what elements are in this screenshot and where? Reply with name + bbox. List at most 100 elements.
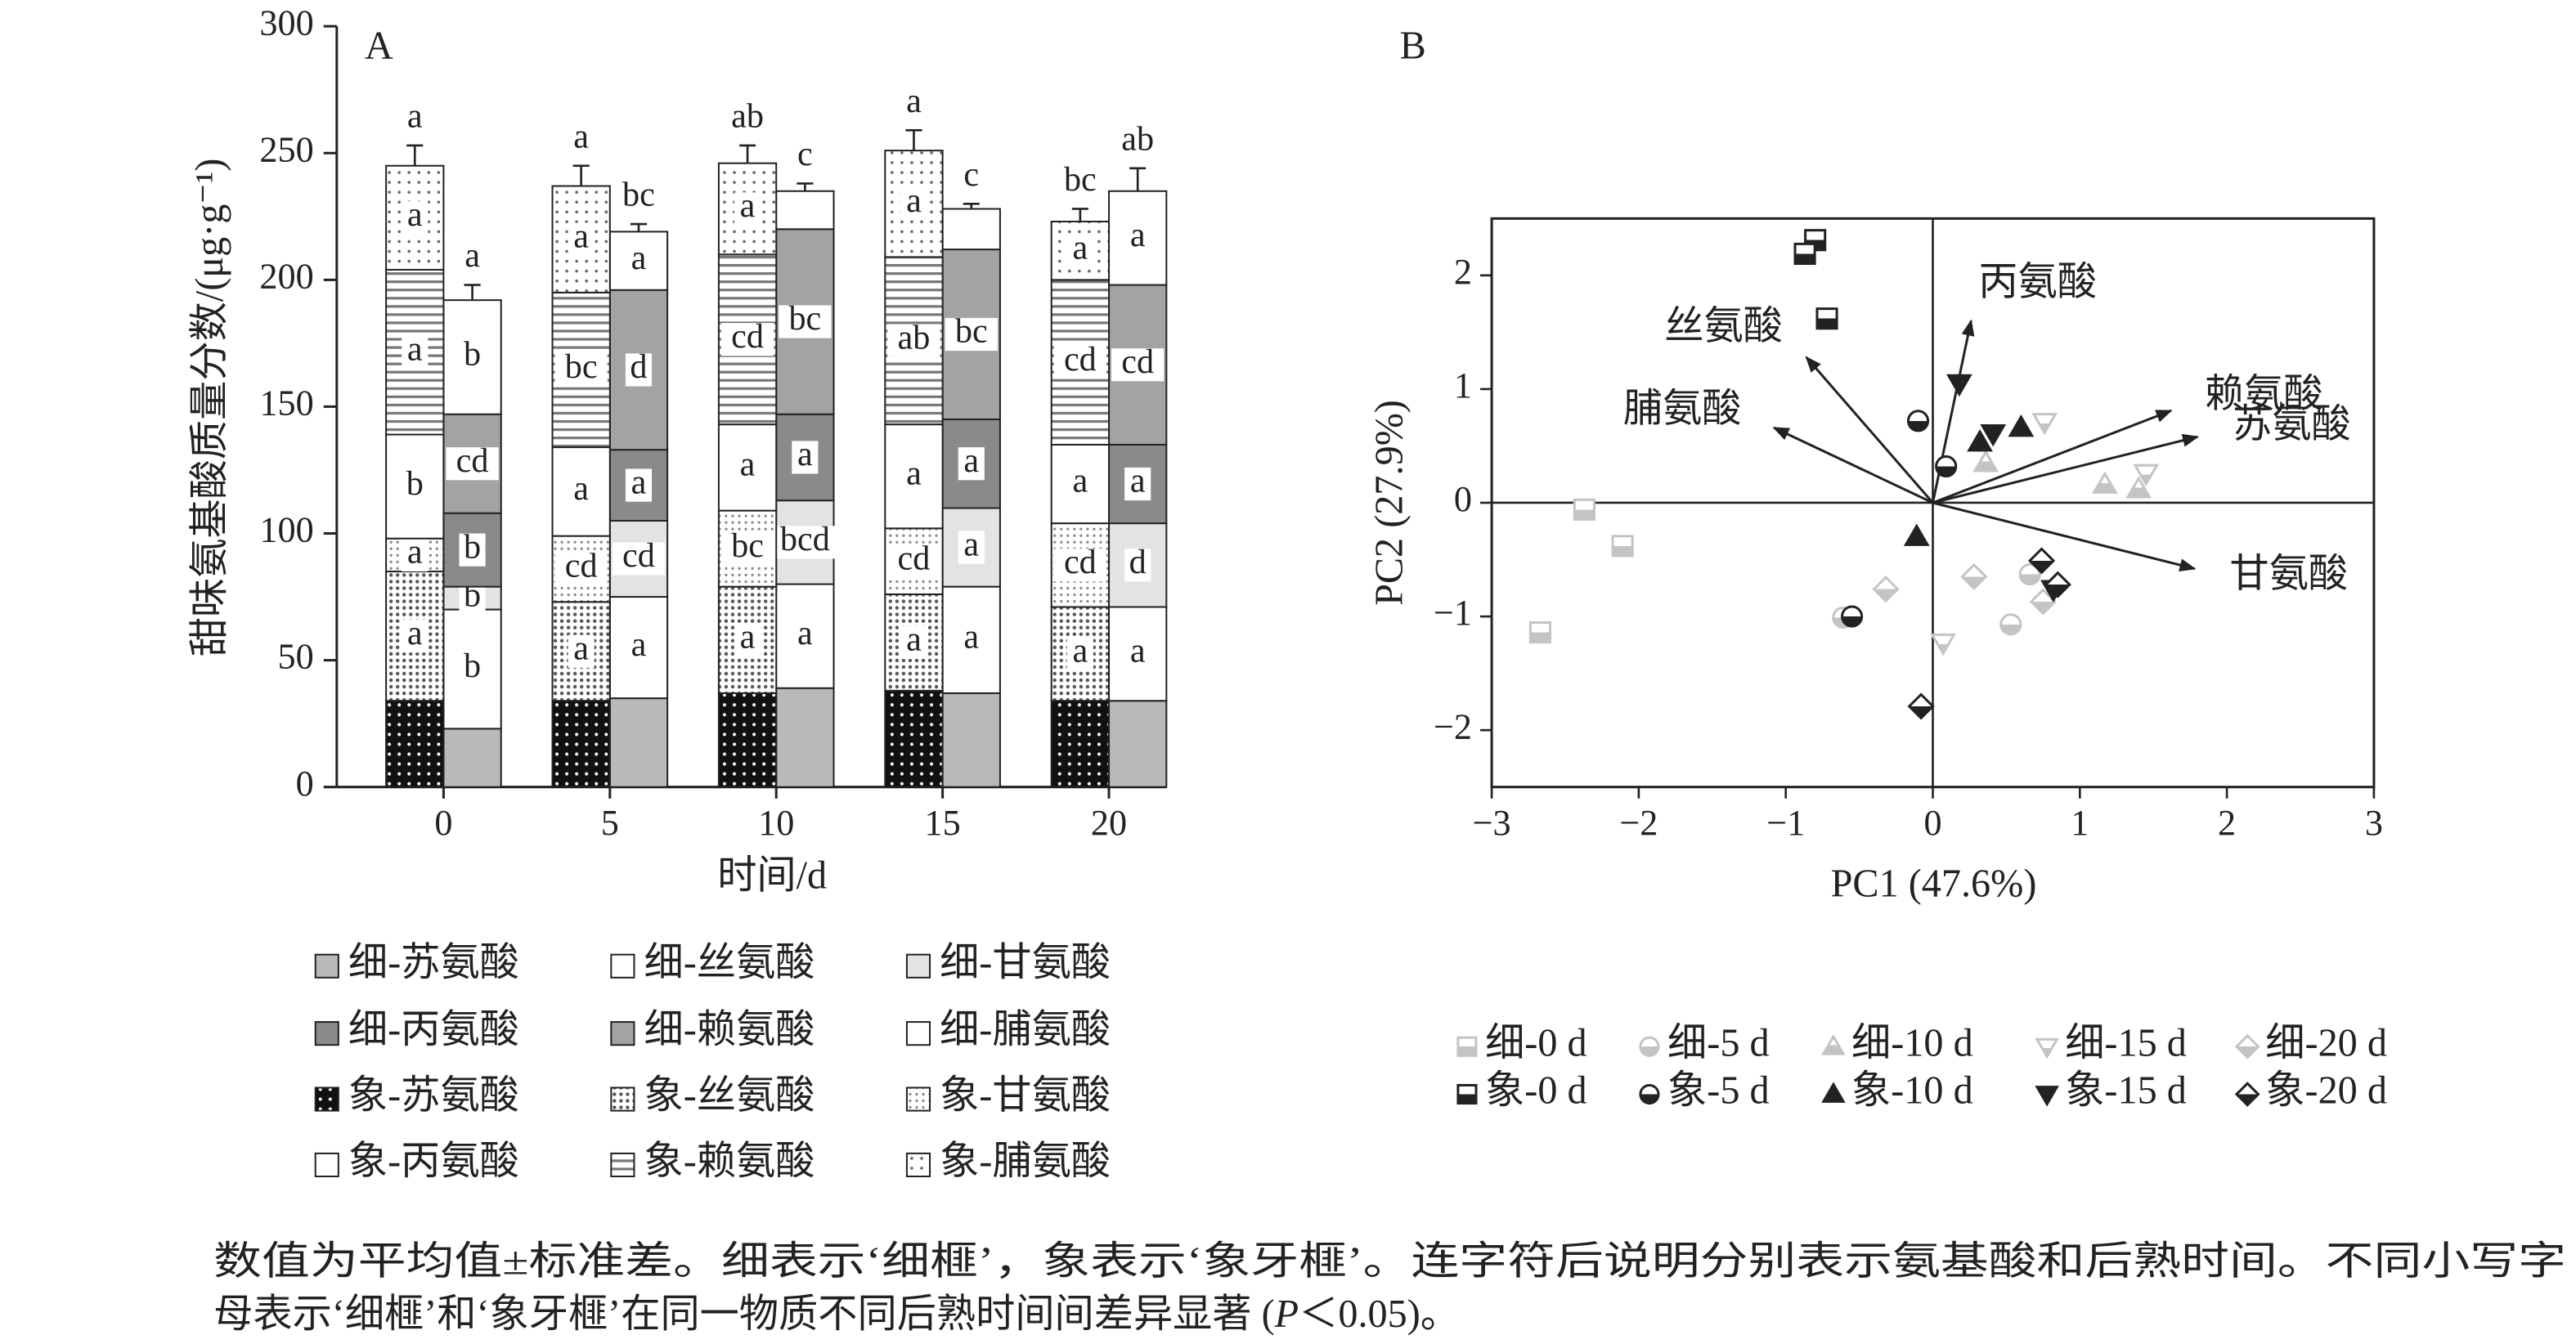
significance-letter: a	[407, 195, 423, 234]
x-tick-label: −2	[1619, 803, 1658, 843]
x-tick-label: 5	[601, 803, 619, 843]
label-bg	[734, 450, 761, 484]
significance-letter: a	[573, 117, 589, 155]
legend-label: 象-5 d	[1667, 1069, 1770, 1113]
label-bg	[958, 623, 985, 656]
significance-letter: ab	[1121, 119, 1154, 158]
legend-swatch	[610, 953, 635, 979]
significance-letter: cd	[622, 536, 655, 575]
point	[1972, 450, 1999, 473]
significance-letter: a	[573, 629, 589, 667]
loading-label: 苏氨酸	[2233, 403, 2351, 446]
loading-arrow	[1932, 409, 2173, 504]
point	[1906, 410, 1930, 432]
label-bg	[900, 459, 927, 493]
bar-segment	[884, 689, 944, 788]
significance-letter: d	[1129, 543, 1147, 581]
label-bg	[792, 620, 819, 653]
loading-label: 丙氨酸	[1978, 260, 2097, 303]
error-bar	[963, 202, 980, 209]
legend-label: 象-苏氨酸	[348, 1074, 519, 1118]
significance-letter: a	[407, 96, 423, 135]
legend-marker	[1456, 1036, 1478, 1057]
significance-letter: cd	[1064, 340, 1097, 379]
legend-label: 细-赖氨酸	[644, 1008, 815, 1051]
error-bar	[905, 129, 922, 151]
point	[2031, 413, 2058, 436]
error-bar	[464, 284, 481, 301]
legend-marker	[1639, 1036, 1660, 1057]
significance-letter: a	[1073, 462, 1088, 500]
error-bar	[630, 222, 648, 232]
point	[1611, 535, 1634, 558]
x-axis-label: 时间/d	[717, 853, 827, 897]
legend-label: 象-丙氨酸	[348, 1140, 519, 1183]
significance-letter: cd	[1121, 343, 1154, 381]
significance-letter: a	[631, 625, 647, 664]
label-bg	[887, 544, 940, 578]
significance-letter: a	[1073, 228, 1088, 267]
legend-marker	[2035, 1037, 2059, 1060]
y-tick-label: 0	[1454, 479, 1472, 519]
label-bg	[568, 222, 595, 256]
y-axis-label: 甜味氨基酸质量分数/(μg·g⁻¹)	[188, 159, 231, 657]
label-bg	[1111, 348, 1165, 382]
point	[1960, 562, 1988, 590]
x-tick-label: 0	[1923, 803, 1941, 843]
caption: 数值为平均值±标准差。细表示‘细榧’，象表示‘象牙榧’。连字符后说明分别表示氨基…	[213, 1240, 2566, 1284]
legend-swatch	[905, 1086, 931, 1112]
significance-letter: bc	[788, 299, 821, 338]
significance-letter: a	[906, 620, 922, 659]
legend-swatch	[610, 1086, 635, 1112]
point	[1945, 374, 1972, 397]
label-bg	[900, 625, 927, 659]
legend-marker	[2234, 1082, 2260, 1107]
significance-letter: a	[1073, 632, 1088, 670]
legend-marker	[2234, 1033, 2260, 1060]
point	[1907, 692, 1935, 720]
bar-segment	[551, 700, 611, 788]
legend-label: 象-0 d	[1485, 1069, 1587, 1113]
point	[2044, 571, 2071, 598]
label-bg	[459, 340, 486, 374]
label-bg	[720, 532, 774, 566]
point	[1872, 576, 1900, 603]
point	[2091, 471, 2118, 494]
error-bar	[572, 164, 590, 186]
bar-segment	[551, 185, 611, 293]
legend-label: 细-0 d	[1485, 1021, 1587, 1064]
caption-text: ＜0.05)。	[1299, 1292, 1460, 1336]
significance-letter: b	[406, 464, 424, 503]
label-bg	[1124, 549, 1151, 582]
legend-swatch	[905, 1021, 931, 1046]
significance-letter: bc	[1064, 160, 1097, 199]
bar-segment	[1108, 700, 1168, 788]
legend-label: 细-15 d	[2065, 1021, 2187, 1064]
significance-letter: cd	[565, 547, 598, 585]
y-tick-label: 200	[259, 256, 313, 296]
loading-label: 脯氨酸	[1623, 387, 1742, 430]
label-bg	[945, 317, 998, 352]
legend-label: 象-20 d	[2265, 1069, 2387, 1113]
significance-letter: a	[631, 239, 647, 277]
label-bg	[1124, 222, 1151, 255]
loading-arrow	[1932, 433, 2200, 504]
loading-label: 丝氨酸	[1664, 305, 1783, 348]
label-bg	[612, 542, 666, 576]
significance-letter: cd	[731, 317, 764, 356]
legend-label: 象-脯氨酸	[940, 1140, 1111, 1183]
point	[1980, 424, 2007, 447]
label-bg	[402, 201, 429, 235]
legend-label: 细-丙氨酸	[348, 1008, 519, 1051]
legend-swatch	[314, 1086, 339, 1112]
legend-swatch	[905, 1152, 931, 1178]
significance-letter: a	[906, 181, 922, 220]
label-bg	[887, 324, 940, 357]
label-bg	[402, 620, 429, 653]
significance-letter: c	[797, 135, 813, 173]
bar-segment	[608, 697, 669, 788]
legend-swatch	[610, 1021, 635, 1046]
point	[1841, 605, 1864, 628]
